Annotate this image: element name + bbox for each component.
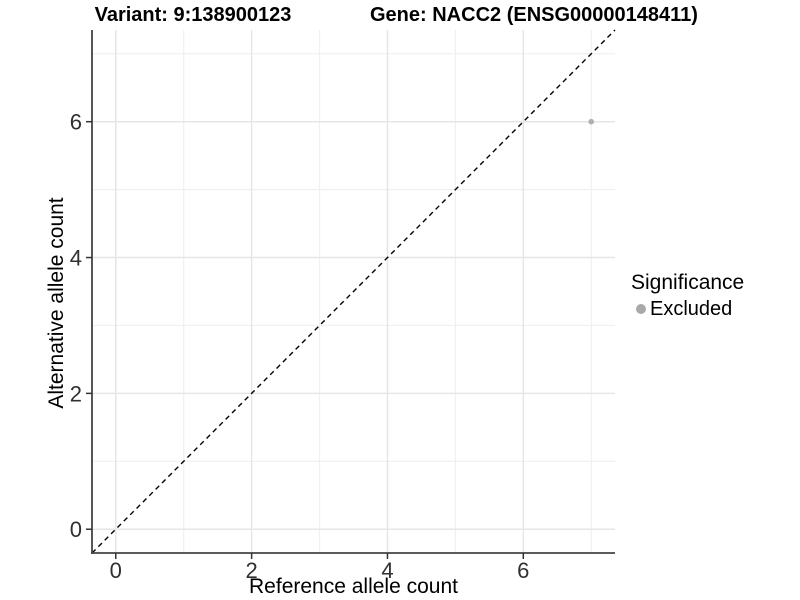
x-tick-label: 6 — [517, 558, 529, 583]
x-tick-label: 0 — [110, 558, 122, 583]
plot-title-variant: Variant: 9:138900123 — [94, 4, 292, 26]
y-axis-title: Alternative allele count — [45, 197, 68, 409]
plot-title-gene: Gene: NACC2 (ENSG00000148411) — [370, 4, 698, 26]
x-axis-title: Reference allele count — [249, 575, 458, 598]
legend-entry-label: Excluded — [650, 298, 733, 320]
y-tick-label: 4 — [70, 246, 82, 271]
legend-point-icon — [636, 304, 646, 314]
y-tick-label: 2 — [70, 381, 82, 406]
y-tick-label: 6 — [70, 110, 82, 135]
x-tick-label: 4 — [381, 558, 393, 583]
data-point — [588, 118, 595, 125]
x-tick-label: 2 — [245, 558, 257, 583]
legend-entry-excluded: Excluded — [631, 297, 744, 321]
identity-line — [91, 29, 616, 554]
legend: Significance Excluded — [631, 270, 744, 321]
legend-title: Significance — [631, 271, 745, 294]
y-tick-label: 0 — [70, 517, 82, 542]
